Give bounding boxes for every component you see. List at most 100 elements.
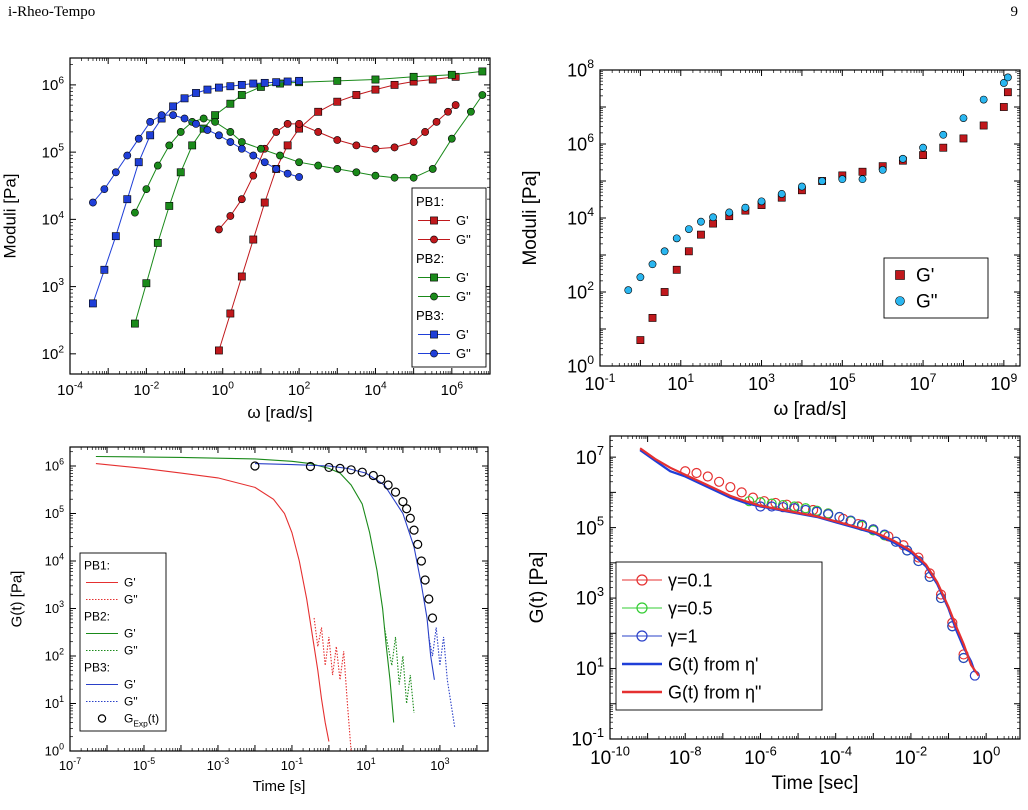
series-2-point [447,70,456,79]
x-tick-label: 101 [667,371,694,394]
svg-text:G(t) from η': G(t) from η' [668,654,758,674]
series-5-point [146,117,155,126]
series-6-point [368,470,378,481]
legend-marker [636,630,648,642]
legend-marker [430,349,438,358]
series-1-point [672,234,681,243]
x-tick-label: 106 [441,380,464,399]
legend-item: G" [86,593,138,607]
series-4-point [249,79,258,88]
y-tick-label: 10-1 [571,725,604,751]
legend-item: G" [895,292,938,313]
series-6-point [376,474,386,484]
series-1-point [371,144,380,153]
series-1-point [226,212,235,220]
series-3-point [409,173,418,182]
legend-item: GExp(t) [97,712,159,728]
series-5-point [123,151,132,160]
series-6-point [324,462,334,473]
x-tick-label: 107 [910,371,937,394]
x-axis-label: ω [rad/s] [774,399,847,420]
series-3-point [478,91,487,99]
svg-text:G': G' [456,270,469,285]
series-1-point [249,171,258,180]
chart-d: 10-10 10-8 10-6 10-4 10-2 100 10-1 101 103 105 107… [527,435,1021,794]
series-0-point [999,103,1008,111]
svg-text:γ=0.5: γ=0.5 [668,598,713,618]
series-1-point [272,128,281,136]
series-1-point [979,95,988,104]
series-0-point [725,481,736,493]
series-5-point [180,114,189,123]
series-1-point [215,225,223,234]
series-0-point [770,497,781,509]
y-tick-label: 100 [45,742,64,759]
legend-marker [636,574,648,586]
series-5-point [272,165,281,173]
legend-marker [430,292,438,301]
plot-frame [69,57,491,375]
series-6-point [357,467,367,477]
series-4-point [111,232,120,241]
x-axis-label: Time [sec] [772,773,859,794]
legend: PB1: G' G" PB2: G' G" PB3: G' G" [411,187,487,368]
x-tick-label: 10-10 [590,743,630,769]
x-tick-label: 103 [748,371,775,394]
series-4-point [89,299,97,308]
series-6-point [402,504,412,514]
y-tick-label: 101 [45,694,64,711]
legend-item: γ=1 [622,626,698,646]
series-3-point [314,161,323,170]
svg-text:γ=1: γ=1 [668,626,698,646]
legend-item: PB3: [84,661,110,675]
series-0-point [672,265,681,274]
svg-text:G': G' [916,266,934,287]
series-0-point [636,336,645,344]
chart-a: 10-4 10-2 100 102 104 106 102 103 104 105 106 ω [ra… [1,57,491,422]
series-3-point [176,128,185,136]
series-1-point [352,141,361,150]
x-tick-label: 10-4 [819,743,852,769]
series-1-point [999,79,1008,87]
plot-frame [69,446,489,752]
legend-item: G' [418,270,469,285]
y-tick-label: 102 [45,647,64,664]
series-1-point [390,143,399,152]
series-0-line [95,463,330,742]
legend-marker [430,330,438,339]
y-axis-label: Moduli [Pa] [1,173,20,258]
legend-item: PB2: [84,610,110,624]
y-tick-label: 104 [42,210,65,229]
series-0-point [314,107,323,116]
series-4-point [146,131,155,140]
series-1-point [451,101,460,109]
series-1-point [624,286,633,295]
series-5-point [295,173,303,181]
series-3-point [199,114,208,123]
series-6-point [413,539,423,549]
series-1-point [959,114,968,122]
series-2-point [131,319,139,328]
legend-item: G" [418,289,471,304]
x-axis-label: ω [rad/s] [247,403,312,422]
series-3-point [211,117,219,126]
series-1-point [295,119,303,128]
y-tick-label: 102 [42,344,65,363]
series-0-point [660,288,669,296]
legend: γ=0.1 γ=0.5 γ=1 G(t) from η' G(t) from η" [615,561,823,711]
legend-item: PB3: [416,308,444,323]
svg-text:G': G' [456,327,469,342]
y-tick-label: 103 [576,584,604,610]
chart-c: 10-7 10-5 10-3 10-1 101 103 100 101 102 103 104 105… [9,446,489,795]
legend-item: G' [86,627,136,641]
x-axis-label: Time [s] [253,778,306,795]
series-1-point [237,195,246,204]
legend-item: PB1: [84,559,110,573]
series-3-point [352,168,361,177]
page-header-title: i-Rheo-Tempo [8,4,96,20]
svg-text:G': G' [456,213,469,228]
y-tick-label: 108 [567,57,594,80]
series-1-point [858,175,867,184]
series-1-point [939,130,948,139]
series-5-line [92,114,300,203]
